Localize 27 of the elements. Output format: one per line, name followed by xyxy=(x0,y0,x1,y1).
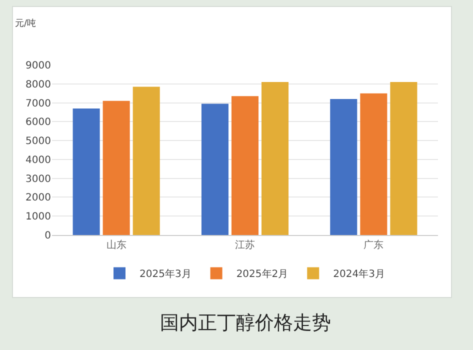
y-tick-label: 7000 xyxy=(26,98,51,110)
y-tick-label: 3000 xyxy=(26,174,51,185)
legend-label: 2025年2月 xyxy=(236,268,288,280)
bar xyxy=(132,86,160,235)
bar xyxy=(390,82,418,235)
y-tick-label: 9000 xyxy=(26,60,51,72)
y-tick-label: 2000 xyxy=(26,192,51,204)
x-tick-label: 广东 xyxy=(364,239,384,251)
bar xyxy=(102,100,130,235)
y-tick-label: 4000 xyxy=(26,154,51,166)
x-tick-label: 山东 xyxy=(106,239,126,251)
x-tick-label: 江苏 xyxy=(235,239,255,251)
y-tick-label: 8000 xyxy=(26,79,51,90)
y-tick-label: 5000 xyxy=(26,136,51,148)
y-tick-label: 1000 xyxy=(26,212,51,223)
bar xyxy=(201,104,228,235)
bar xyxy=(262,82,289,235)
bar xyxy=(72,108,100,235)
bar xyxy=(330,99,358,235)
y-axis-title: 元/吨 xyxy=(15,18,36,29)
bar xyxy=(360,93,388,235)
text: 国内正丁醇价格走势 xyxy=(160,312,331,334)
legend-label: 2024年3月 xyxy=(333,268,385,280)
legend-label: 2025年3月 xyxy=(140,268,192,280)
bar xyxy=(231,96,259,235)
y-tick-label: 6000 xyxy=(26,117,51,128)
y-tick-label: 0 xyxy=(44,230,51,242)
